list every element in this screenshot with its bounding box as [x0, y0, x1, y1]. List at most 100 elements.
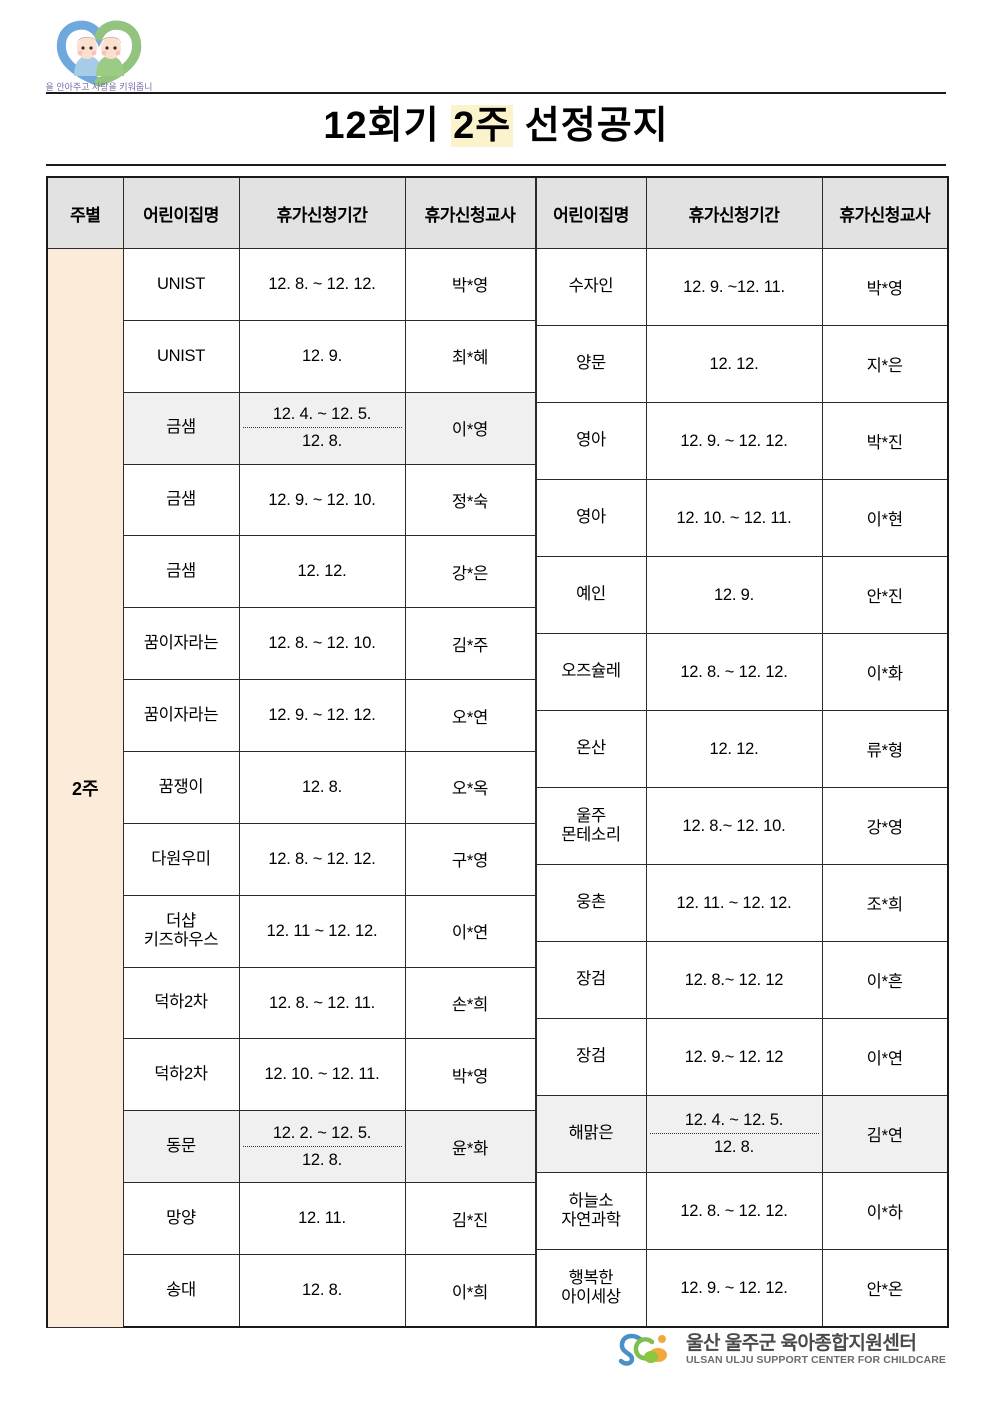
- cell-center-name: 동문: [122, 1110, 240, 1184]
- split-date-wrapper: 12. 2. ~ 12. 5. 12. 8.: [242, 1124, 403, 1170]
- cell-center-name: 영아: [535, 479, 647, 557]
- cell-teacher: 오*옥: [404, 751, 536, 824]
- table-row: 영아 12. 9. ~ 12. 12. 박*진: [535, 402, 949, 480]
- table-row: 예인 12. 9. 안*진: [535, 556, 949, 634]
- cell-vacation-period: 12. 9.: [645, 556, 823, 634]
- vacation-period-line-1: 12. 2. ~ 12. 5.: [242, 1124, 402, 1147]
- two-children-heart-icon: 꿈을 안아주고 사랑을 키워줍니다: [46, 20, 152, 92]
- cell-teacher: 이*현: [821, 479, 949, 557]
- cell-vacation-period: 12. 12.: [645, 710, 823, 788]
- table-row: 행복한 아이세상 12. 9. ~ 12. 12. 안*온: [535, 1249, 949, 1328]
- cell-teacher: 김*연: [821, 1095, 949, 1173]
- organization-logo: 꿈을 안아주고 사랑을 키워줍니다: [46, 16, 152, 92]
- title-divider-rule: [46, 164, 946, 166]
- cell-vacation-period: 12. 2. ~ 12. 5. 12. 8.: [238, 1110, 406, 1184]
- vacation-table-left: 주별 어린이집명 휴가신청기간 휴가신청교사 2주 UNIST 12. 8. ~ 1…: [46, 176, 536, 1329]
- vacation-table-right: 어린이집명 휴가신청기간 휴가신청교사 수자인 12. 9. ~12. 11. 박*…: [535, 176, 949, 1328]
- cell-teacher: 이*흔: [821, 941, 949, 1019]
- cell-center-name: UNIST: [122, 319, 240, 393]
- table-row: 울주 몬테소리 12. 8.~ 12. 10. 강*영: [535, 787, 949, 865]
- cell-vacation-period: 12. 8.: [238, 751, 406, 824]
- cell-teacher: 윤*화: [404, 1110, 536, 1184]
- cell-teacher: 오*연: [404, 679, 536, 753]
- cell-center-name: 행복한 아이세상: [535, 1249, 647, 1328]
- table-row: 다원우미 12. 8. ~ 12. 12. 구*영: [47, 822, 536, 896]
- cell-vacation-period: 12. 4. ~ 12. 5. 12. 8.: [645, 1095, 823, 1173]
- cell-vacation-period: 12. 8. ~ 12. 12.: [645, 1172, 823, 1250]
- cell-teacher: 이*연: [404, 894, 536, 968]
- page-title: 12회기 2주 선정공지: [46, 100, 946, 152]
- cell-teacher: 안*진: [821, 556, 949, 634]
- header-divider-rule: [46, 92, 946, 94]
- cell-teacher: 조*희: [821, 864, 949, 942]
- center-name-line-1: 하늘소: [568, 1191, 614, 1210]
- table-row: 꿈이자라는 12. 9. ~ 12. 12. 오*연: [47, 679, 536, 753]
- cell-teacher: 강*은: [404, 535, 536, 609]
- footer-center-name-en: ULSAN ULJU SUPPORT CENTER FOR CHILDCARE: [686, 1354, 946, 1367]
- cell-center-name: 수자인: [535, 248, 647, 326]
- table-row: 영아 12. 10. ~ 12. 11. 이*현: [535, 479, 949, 557]
- cell-vacation-period: 12. 9. ~ 12. 12.: [238, 679, 406, 753]
- cell-vacation-period: 12. 10. ~ 12. 11.: [238, 1038, 406, 1112]
- cell-teacher: 이*하: [821, 1172, 949, 1250]
- table-row: 해맑은 12. 4. ~ 12. 5. 12. 8. 김*연: [535, 1095, 949, 1173]
- cell-vacation-period: 12. 9. ~ 12. 12.: [645, 402, 823, 480]
- cell-vacation-period: 12. 8.: [238, 1254, 406, 1329]
- column-header-teacher: 휴가신청교사: [821, 176, 949, 249]
- cell-center-name: 울주 몬테소리: [535, 787, 647, 865]
- table-header-row-right: 어린이집명 휴가신청기간 휴가신청교사: [535, 176, 949, 249]
- cell-center-name: 양문: [535, 325, 647, 403]
- split-date-wrapper: 12. 4. ~ 12. 5. 12. 8.: [649, 1111, 820, 1157]
- cell-vacation-period: 12. 9. ~ 12. 10.: [238, 463, 406, 537]
- cell-vacation-period: 12. 12.: [238, 535, 406, 609]
- vacation-period-line-2: 12. 8.: [301, 432, 343, 451]
- cell-vacation-period: 12. 8. ~ 12. 12.: [645, 633, 823, 711]
- cell-center-name: 덕하2차: [122, 1038, 240, 1112]
- cell-center-name: 금샘: [122, 535, 240, 609]
- vacation-tables: 주별 어린이집명 휴가신청기간 휴가신청교사 2주 UNIST 12. 8. ~ 1…: [46, 176, 949, 1329]
- title-suffix: 선정공지: [524, 105, 669, 147]
- cell-center-name: 다원우미: [122, 822, 240, 896]
- table-header-row-left: 주별 어린이집명 휴가신청기간 휴가신청교사: [46, 176, 536, 249]
- cell-vacation-period: 12. 8. ~ 12. 12.: [238, 822, 406, 896]
- cell-teacher: 강*영: [821, 787, 949, 865]
- column-header-center-name: 어린이집명: [122, 176, 240, 249]
- cell-center-name: 오즈슐레: [535, 633, 647, 711]
- table-row: 수자인 12. 9. ~12. 11. 박*영: [535, 248, 949, 326]
- table-row: 송대 12. 8. 이*희: [47, 1254, 536, 1329]
- table-row: 동문 12. 2. ~ 12. 5. 12. 8. 윤*화: [47, 1110, 536, 1184]
- table-row: 하늘소 자연과학 12. 8. ~ 12. 12. 이*하: [535, 1172, 949, 1250]
- cell-vacation-period: 12. 4. ~ 12. 5. 12. 8.: [238, 391, 406, 465]
- cell-teacher: 류*형: [821, 710, 949, 788]
- cell-teacher: 김*주: [404, 607, 536, 681]
- table-row: 덕하2차 12. 10. ~ 12. 11. 박*영: [47, 1038, 536, 1112]
- cell-vacation-period: 12. 9.~ 12. 12: [645, 1018, 823, 1096]
- table-row: 웅촌 12. 11. ~ 12. 12. 조*희: [535, 864, 949, 942]
- title-prefix: 12회기: [323, 105, 440, 147]
- center-name-line-1: 울주: [576, 806, 606, 825]
- cell-vacation-period: 12. 8. ~ 12. 11.: [238, 966, 406, 1040]
- cell-teacher: 박*영: [404, 1038, 536, 1112]
- cell-teacher: 정*숙: [404, 463, 536, 537]
- cell-center-name: 덕하2차: [122, 966, 240, 1040]
- table-row: 오즈슐레 12. 8. ~ 12. 12. 이*화: [535, 633, 949, 711]
- cell-vacation-period: 12. 11 ~ 12. 12.: [238, 894, 406, 968]
- cell-vacation-period: 12. 11. ~ 12. 12.: [645, 864, 823, 942]
- cell-teacher: 김*진: [404, 1182, 536, 1256]
- cell-teacher: 구*영: [404, 822, 536, 896]
- cell-center-name: 망양: [122, 1182, 240, 1256]
- column-header-teacher: 휴가신청교사: [404, 176, 536, 249]
- cell-center-name: 예인: [535, 556, 647, 634]
- vacation-period-line-2: 12. 8.: [713, 1138, 755, 1156]
- column-header-vacation-period: 휴가신청기간: [238, 176, 406, 249]
- table-row: 금샘 12. 4. ~ 12. 5. 12. 8. 이*영: [47, 391, 536, 465]
- cell-center-name: 꿈쟁이: [122, 751, 240, 824]
- sc-swirl-icon: [618, 1333, 667, 1366]
- cell-center-name: 장검: [535, 941, 647, 1019]
- cell-vacation-period: 12. 9.: [238, 319, 406, 393]
- cell-center-name: 하늘소 자연과학: [535, 1172, 647, 1250]
- center-name-line-2: 키즈하우스: [143, 931, 219, 950]
- table-row: 장검 12. 9.~ 12. 12 이*연: [535, 1018, 949, 1096]
- cell-vacation-period: 12. 9. ~12. 11.: [645, 248, 823, 326]
- cell-center-name: 꿈이자라는: [122, 607, 240, 681]
